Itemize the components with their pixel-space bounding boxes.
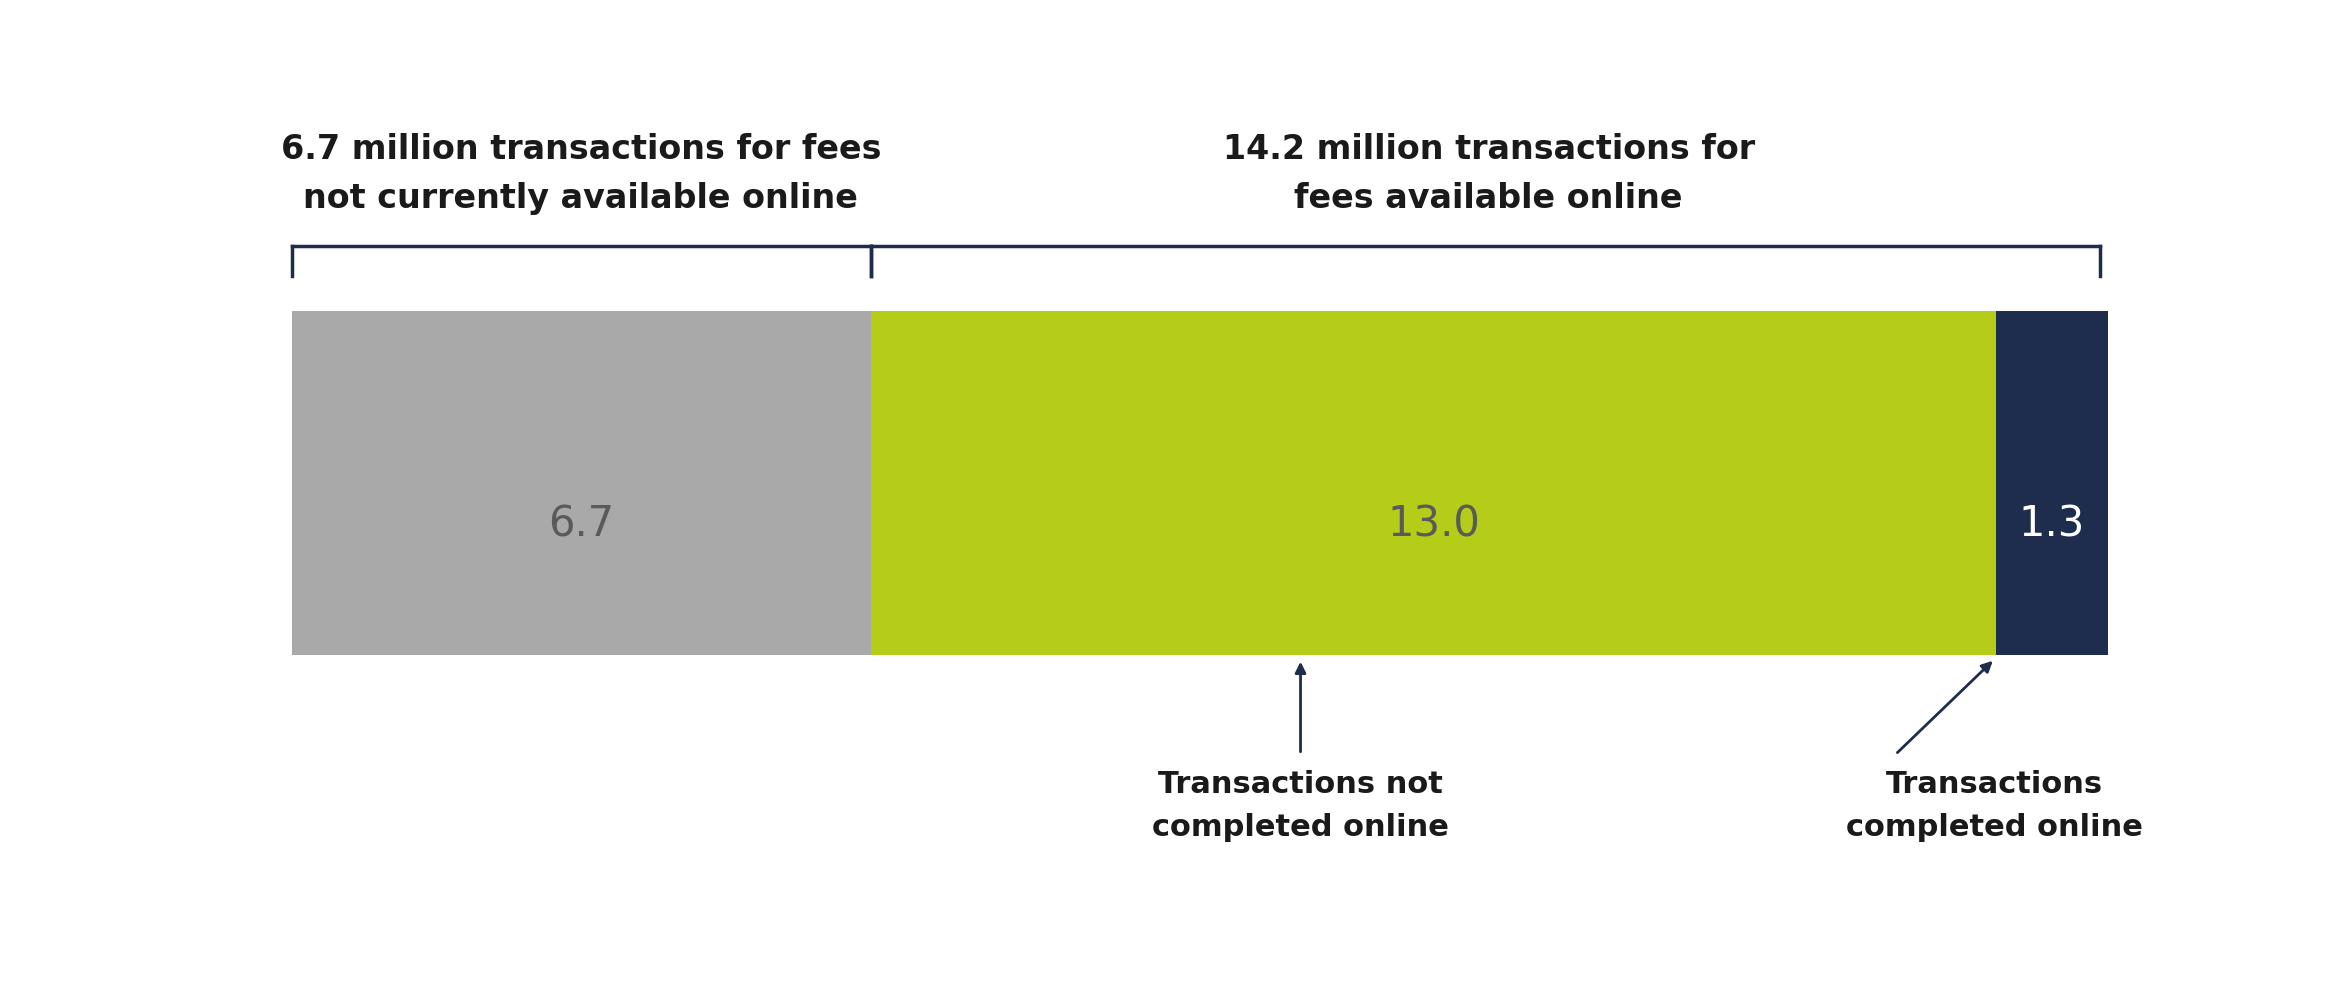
Text: 6.7 million transactions for fees
not currently available online: 6.7 million transactions for fees not cu… [280,133,882,215]
Text: 13.0: 13.0 [1388,503,1479,545]
Bar [292,310,870,655]
Text: Transactions not
completed online: Transactions not completed online [1153,769,1449,842]
Bar [870,310,1997,655]
Text: 6.7: 6.7 [548,503,614,545]
Text: 14.2 million transactions for
fees available online: 14.2 million transactions for fees avail… [1222,133,1754,215]
Text: Transactions
completed online: Transactions completed online [1845,769,2144,842]
Bar [1997,310,2109,655]
Text: 1.3: 1.3 [2018,503,2086,545]
